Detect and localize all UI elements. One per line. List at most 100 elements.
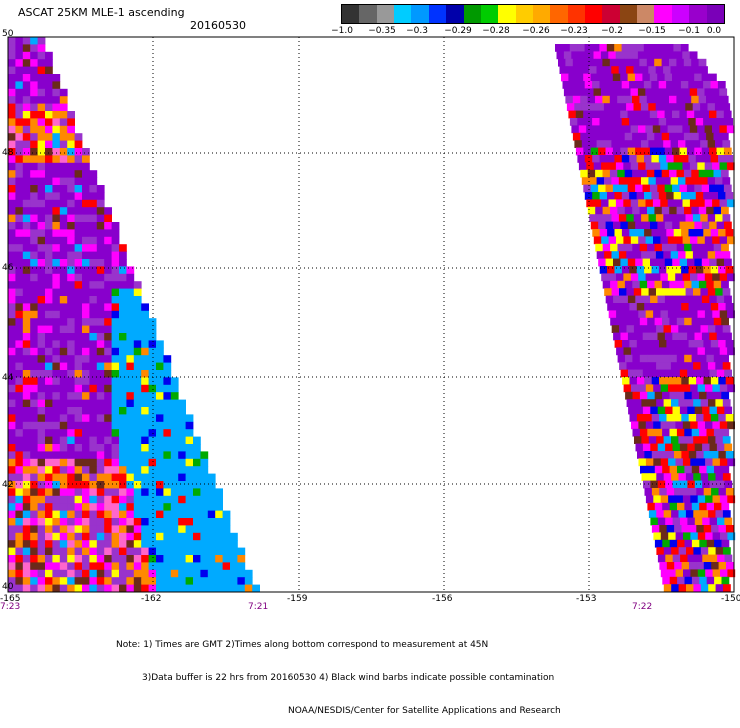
swath-cell	[67, 525, 75, 534]
swath-cell	[696, 525, 705, 533]
swath-cell	[616, 236, 624, 245]
swath-cell	[574, 140, 583, 148]
swath-cell	[104, 577, 112, 585]
swath-cell	[632, 280, 641, 289]
swath-cell	[610, 317, 618, 326]
swath-cell	[669, 132, 677, 141]
swath-cell	[727, 347, 735, 356]
swath-cell	[633, 214, 642, 222]
swath-cell	[718, 414, 727, 422]
swath-cell	[679, 147, 688, 156]
swath-cell	[690, 495, 699, 504]
swath-cell	[119, 296, 127, 304]
swath-cell	[15, 207, 24, 215]
swath-cell	[30, 407, 38, 415]
footer-line-3: NOAA/NESDIS/Center for Satellite Applica…	[288, 706, 561, 716]
swath-cell	[59, 444, 68, 452]
swath-cell	[693, 547, 702, 555]
swath-cell	[571, 51, 580, 60]
swath-cell	[96, 333, 105, 341]
colorbar-label: −0.29	[444, 26, 472, 36]
swath-cell	[126, 421, 135, 430]
swath-cell	[156, 577, 164, 585]
swath-cell	[8, 59, 16, 67]
swath-cell	[82, 444, 90, 452]
colorbar-label: −0.28	[482, 26, 510, 36]
swath-cell	[96, 318, 105, 326]
swath-cell	[647, 428, 656, 437]
swath-cell	[193, 562, 201, 571]
map-date: 20160530	[190, 19, 246, 32]
swath-cell	[599, 229, 608, 237]
swath-cell	[37, 244, 46, 252]
swath-cell	[141, 473, 149, 482]
swath-cell	[577, 81, 586, 89]
swath-cell	[8, 222, 16, 230]
swath-cell	[30, 59, 38, 67]
swath-cell	[170, 584, 179, 593]
swath-cell	[119, 370, 127, 378]
swath-cell	[684, 391, 693, 400]
swath-cell	[15, 384, 24, 393]
swath-cell	[96, 532, 105, 541]
swath-cell	[624, 243, 633, 252]
swath-cell	[651, 303, 660, 311]
swath-cell	[575, 73, 584, 82]
swath-cell	[30, 525, 38, 534]
colorbar-swatch	[585, 5, 603, 23]
swath-cell	[665, 517, 673, 526]
swath-cell	[8, 340, 16, 349]
swath-cell	[67, 392, 75, 400]
swath-cell	[133, 310, 142, 319]
swath-cell	[685, 436, 694, 444]
swath-cell	[719, 384, 728, 393]
swath-cell	[89, 495, 98, 504]
swath-cell	[707, 288, 716, 296]
swath-cell	[685, 177, 694, 185]
swath-cell	[15, 584, 24, 593]
swath-cell	[608, 273, 617, 282]
swath-cell	[663, 547, 672, 555]
swath-cell	[74, 429, 83, 437]
swath-cell	[22, 81, 31, 90]
swath-cell	[645, 458, 654, 467]
swath-cell	[52, 155, 61, 164]
swath-cell	[668, 458, 676, 467]
swath-cell	[141, 488, 149, 497]
swath-cell	[615, 199, 624, 208]
swath-cell	[703, 340, 712, 348]
swath-cell	[715, 251, 723, 259]
swath-cell	[651, 229, 660, 237]
swath-cell	[633, 288, 642, 296]
swath-cell	[622, 303, 630, 311]
swath-cell	[595, 58, 603, 67]
swath-cell	[59, 207, 68, 215]
swath-cell	[126, 303, 135, 312]
swath-cell	[104, 495, 112, 504]
swath-cell	[680, 554, 688, 563]
swath-cell	[119, 288, 127, 297]
swath-cell	[626, 362, 635, 370]
swath-cell	[89, 399, 98, 408]
swath-cell	[59, 148, 68, 156]
swath-cell	[148, 340, 157, 349]
swath-cell	[607, 155, 615, 163]
swath-cell	[679, 443, 688, 452]
swath-cell	[675, 236, 683, 245]
swath-cell	[15, 281, 24, 289]
swath-cell	[156, 444, 164, 452]
swath-cell	[74, 466, 83, 474]
swath-cell	[602, 243, 611, 252]
swath-cell	[669, 428, 678, 437]
swath-cell	[617, 169, 626, 178]
colorbar-swatch	[706, 5, 724, 23]
colorbar-label: −0.23	[560, 26, 588, 36]
swath-cell	[111, 222, 120, 230]
swath-cell	[82, 451, 90, 460]
swath-cell	[30, 377, 38, 386]
swath-cell	[74, 236, 83, 245]
swath-cell	[626, 214, 635, 222]
swath-cell	[156, 584, 164, 593]
swath-cell	[648, 399, 657, 407]
swath-cell	[52, 444, 61, 452]
